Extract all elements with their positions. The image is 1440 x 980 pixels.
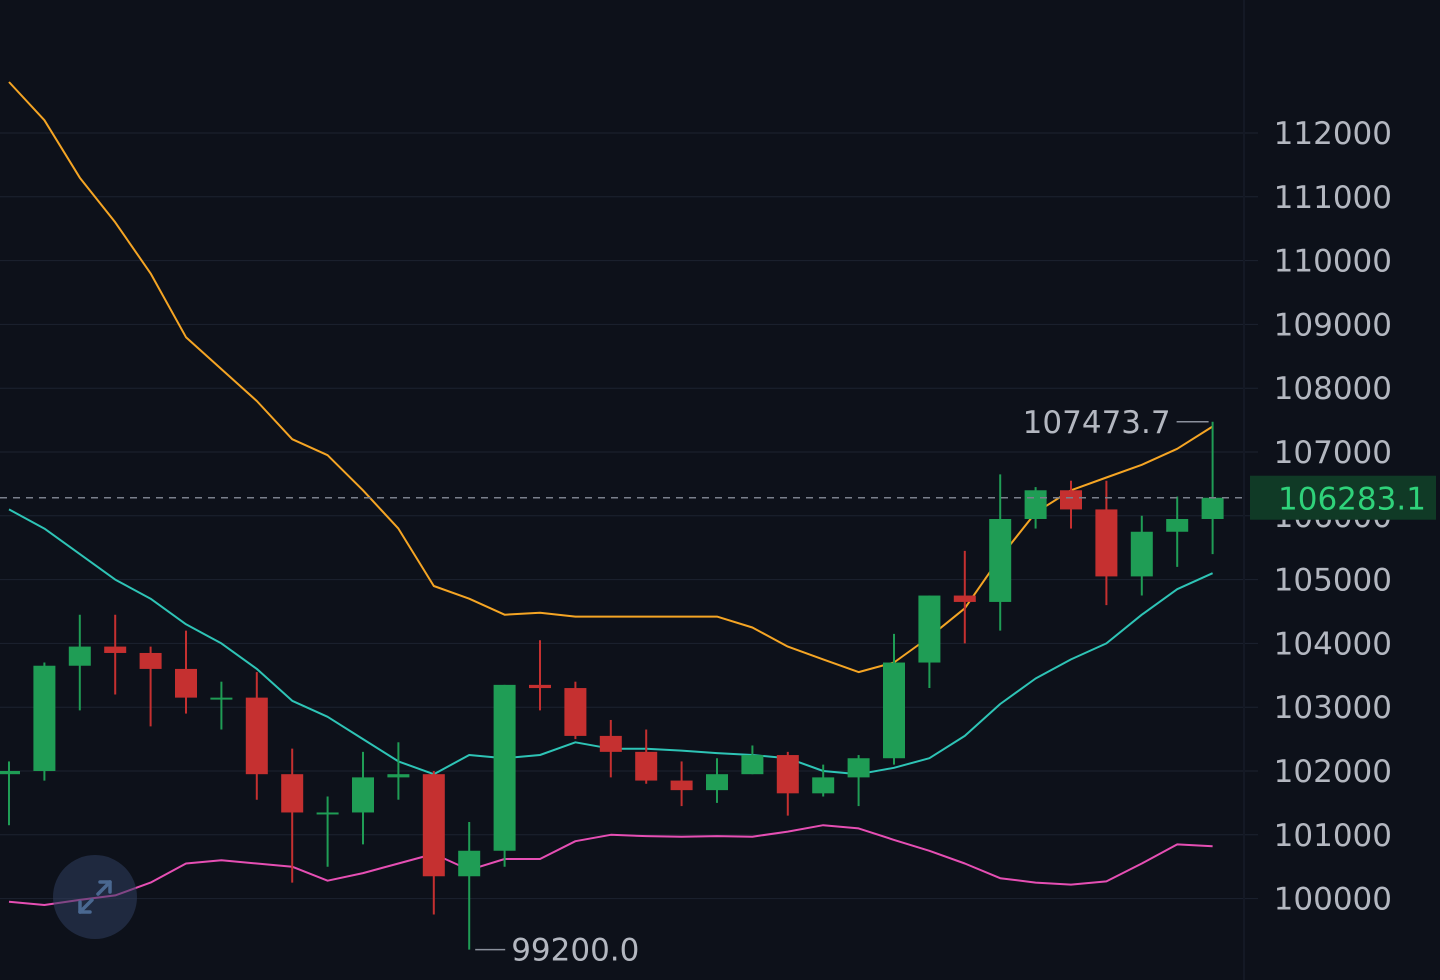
candle-body bbox=[0, 771, 20, 775]
candle-down bbox=[139, 646, 162, 727]
candle-up bbox=[741, 745, 764, 775]
candle-down bbox=[281, 748, 304, 883]
candle-up bbox=[918, 595, 941, 689]
candle-up bbox=[0, 761, 20, 826]
candle-up bbox=[493, 684, 516, 867]
candle-body bbox=[529, 684, 551, 689]
candle-down bbox=[245, 672, 268, 800]
candle-body bbox=[812, 777, 835, 794]
candle-body bbox=[1201, 497, 1224, 519]
low-marker-label: 99200.0 bbox=[511, 933, 639, 969]
candle-up bbox=[68, 614, 91, 711]
y-tick-label: 107000 bbox=[1274, 435, 1392, 471]
high-marker-label: 107473.7 bbox=[1023, 405, 1171, 441]
candle-up bbox=[33, 662, 56, 781]
candle-body bbox=[352, 777, 374, 813]
candle-up bbox=[706, 758, 728, 803]
candle-up bbox=[1130, 515, 1153, 596]
candle-down bbox=[564, 681, 587, 740]
candle-body bbox=[175, 668, 197, 698]
candle-down bbox=[635, 729, 658, 784]
indicator-line bbox=[8, 81, 1214, 674]
y-tick-label: 105000 bbox=[1274, 563, 1392, 599]
y-tick-label: 102000 bbox=[1274, 754, 1392, 790]
candle-body bbox=[989, 518, 1012, 602]
candle-body bbox=[1060, 490, 1082, 510]
candle-body bbox=[281, 774, 304, 813]
candle-body bbox=[68, 646, 91, 666]
candle-up bbox=[387, 742, 410, 800]
candle-down bbox=[1060, 480, 1082, 529]
candle-body bbox=[564, 688, 587, 736]
price-axis: 1120001110001100001090001080001070001060… bbox=[1274, 116, 1392, 918]
candle-body bbox=[1130, 531, 1153, 577]
candle-up bbox=[883, 633, 905, 765]
candle-up bbox=[1201, 421, 1224, 555]
current-price-label: 106283.1 bbox=[1278, 482, 1426, 518]
y-tick-label: 110000 bbox=[1274, 244, 1392, 280]
candle-body bbox=[1024, 490, 1047, 519]
candle-body bbox=[599, 735, 622, 752]
candle-body bbox=[1166, 518, 1189, 532]
candle-body bbox=[139, 652, 162, 669]
candle-body bbox=[670, 780, 693, 791]
candle-down bbox=[422, 771, 445, 915]
candles bbox=[0, 421, 1224, 950]
candle-body bbox=[635, 751, 658, 781]
expand-diagonal-arrows-icon bbox=[78, 880, 112, 914]
price-markers: 106283.1 107473.7 99200.0 bbox=[0, 405, 1436, 969]
candle-body bbox=[33, 665, 56, 771]
candle-body bbox=[210, 697, 233, 700]
current-price-badge bbox=[1250, 475, 1436, 520]
y-tick-label: 100000 bbox=[1274, 882, 1392, 918]
candle-down bbox=[670, 761, 693, 807]
candle-down bbox=[599, 719, 622, 778]
candle-down bbox=[529, 640, 551, 711]
candle-body bbox=[493, 684, 516, 851]
candle-body bbox=[316, 812, 339, 815]
candle-body bbox=[458, 850, 481, 877]
y-tick-label: 104000 bbox=[1274, 626, 1392, 662]
candle-body bbox=[104, 646, 127, 653]
y-tick-label: 112000 bbox=[1274, 116, 1392, 152]
candle-down bbox=[175, 630, 197, 714]
y-tick-label: 103000 bbox=[1274, 690, 1392, 726]
candle-body bbox=[953, 595, 976, 602]
candle-up bbox=[1166, 496, 1189, 567]
candle-up bbox=[210, 681, 233, 730]
candle-down bbox=[1095, 480, 1118, 606]
grid-lines bbox=[0, 0, 1258, 980]
candle-body bbox=[776, 755, 799, 794]
candle-up bbox=[316, 796, 339, 867]
y-tick-label: 101000 bbox=[1274, 818, 1392, 854]
candle-body bbox=[706, 774, 728, 791]
y-tick-label: 108000 bbox=[1274, 371, 1392, 407]
candle-body bbox=[918, 595, 941, 663]
candle-body bbox=[422, 774, 445, 877]
expand-button[interactable] bbox=[53, 855, 137, 939]
y-tick-label: 109000 bbox=[1274, 307, 1392, 343]
candle-down bbox=[104, 614, 127, 695]
candle-body bbox=[883, 662, 905, 759]
candle-down bbox=[776, 751, 799, 816]
candle-body bbox=[245, 697, 268, 775]
candle-up bbox=[458, 822, 481, 950]
candle-down bbox=[953, 550, 976, 644]
candle-body bbox=[1095, 509, 1118, 577]
candle-up bbox=[989, 474, 1012, 631]
candle-up bbox=[847, 755, 870, 807]
candle-up bbox=[812, 764, 835, 797]
candle-up bbox=[352, 751, 374, 845]
candle-body bbox=[847, 758, 870, 778]
candle-body bbox=[387, 774, 410, 778]
indicator-line bbox=[8, 824, 1213, 906]
y-tick-label: 111000 bbox=[1274, 180, 1392, 216]
candle-body bbox=[741, 755, 764, 775]
